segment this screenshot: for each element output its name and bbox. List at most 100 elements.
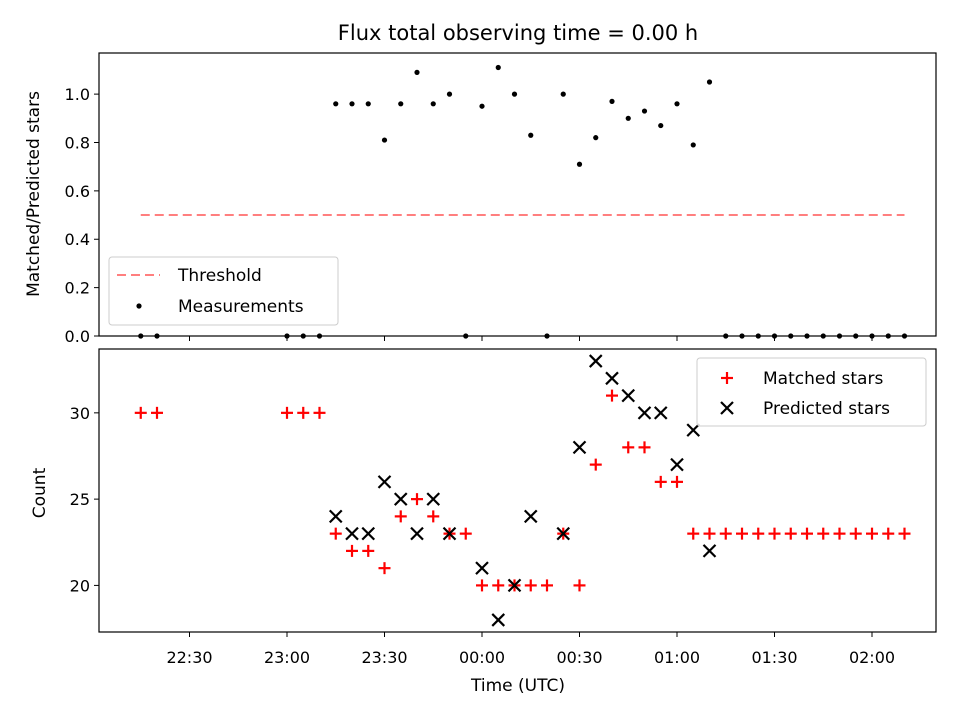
measurement-point <box>641 108 648 114</box>
measurement-point <box>349 101 355 107</box>
x-tick-label: 00:00 <box>459 648 505 667</box>
matched-star-point <box>427 510 440 523</box>
top-y-tick-label: 0.6 <box>65 182 90 201</box>
matched-star-point <box>394 510 407 523</box>
predicted-star-point <box>393 492 408 506</box>
predicted-star-point <box>670 457 684 472</box>
top-legend-box <box>108 256 339 326</box>
matched-star-point <box>606 389 618 402</box>
matched-star-point <box>654 475 667 488</box>
matched-star-point <box>362 544 375 557</box>
matched-star-point <box>719 527 732 540</box>
matched-star-point <box>134 406 147 419</box>
matched-star-point <box>524 579 537 592</box>
measurement-point <box>593 135 599 141</box>
predicted-star-point <box>653 406 668 420</box>
matched-star-point <box>687 527 700 540</box>
measurement-point <box>528 132 534 138</box>
predicted-star-point <box>637 406 652 420</box>
matched-star-point <box>833 527 846 540</box>
measurement-point <box>430 101 436 107</box>
matched-star-point <box>573 579 586 592</box>
measurement-point <box>414 69 420 75</box>
top-axes-frame <box>98 52 937 337</box>
matched-star-point <box>703 527 716 540</box>
x-tick-label: 00:30 <box>556 648 602 667</box>
matched-star-point <box>671 475 683 488</box>
predicted-star-point <box>475 561 489 575</box>
bottom-legend-box <box>696 357 927 427</box>
measurement-point <box>706 79 713 85</box>
legend-matched-swatch <box>721 372 733 384</box>
measurement-point <box>381 137 388 143</box>
x-tick-label: 23:30 <box>361 648 407 667</box>
predicted-star-point <box>426 492 441 506</box>
top-y-tick-label: 1.0 <box>65 85 90 104</box>
matched-star-point <box>411 493 423 506</box>
x-tick-label: 22:30 <box>166 648 212 667</box>
measurement-point <box>333 101 339 107</box>
matched-star-point <box>849 527 862 540</box>
legend-predicted-label: Predicted stars <box>763 399 890 419</box>
predicted-star-point <box>588 354 603 368</box>
matched-star-point <box>882 527 895 540</box>
predicted-star-point <box>686 423 701 437</box>
x-tick-label: 23:00 <box>264 648 310 667</box>
matched-star-point <box>151 406 163 419</box>
legend-predicted-swatch <box>720 401 734 415</box>
predicted-star-point <box>361 526 376 541</box>
top-y-tick-label: 0.0 <box>65 327 90 346</box>
predicted-star-point <box>572 440 587 455</box>
matched-star-point <box>281 406 293 419</box>
measurement-point <box>495 64 501 71</box>
matched-star-point <box>866 527 878 540</box>
matched-star-point <box>768 527 781 540</box>
matched-star-point <box>297 406 310 419</box>
measurement-point <box>560 91 566 97</box>
measurement-point <box>690 142 696 148</box>
bottom-y-tick-label: 20 <box>70 576 90 595</box>
legend-measurements-swatch <box>136 303 142 309</box>
matched-star-point <box>801 527 813 540</box>
predicted-star-point <box>377 475 392 489</box>
measurement-point <box>511 91 518 97</box>
matched-star-point <box>736 527 748 540</box>
measurement-point <box>609 98 615 104</box>
bottom-axes-frame <box>98 348 937 633</box>
bottom-y-tick-label: 30 <box>70 404 90 423</box>
matched-star-point <box>638 441 651 454</box>
matched-star-point <box>378 562 391 575</box>
matched-star-point <box>752 527 765 540</box>
legend-threshold-label: Threshold <box>177 266 262 286</box>
predicted-star-point <box>605 371 619 386</box>
predicted-star-point <box>507 578 522 593</box>
legend-matched-label: Matched stars <box>763 369 883 389</box>
predicted-star-point <box>442 526 457 541</box>
measurement-point <box>479 103 485 109</box>
legend-measurements-label: Measurements <box>178 297 304 317</box>
bottom-y-axis-label: Count <box>30 467 50 518</box>
x-axis-label: Time (UTC) <box>470 676 565 696</box>
matched-star-point <box>589 458 602 471</box>
measurement-point <box>398 101 404 107</box>
predicted-star-point <box>523 509 538 524</box>
matched-star-point <box>329 527 342 540</box>
bottom-y-tick-label: 25 <box>70 490 90 509</box>
top-y-tick-label: 0.4 <box>65 230 90 249</box>
bottom-legend: Matched stars Predicted stars <box>696 357 927 427</box>
matched-star-point <box>622 441 635 454</box>
measurement-point <box>658 122 664 129</box>
top-y-tick-label: 0.8 <box>65 133 90 152</box>
measurement-point <box>674 101 680 107</box>
predicted-star-point <box>556 526 571 541</box>
matched-star-point <box>459 527 472 540</box>
matched-star-point <box>898 527 911 540</box>
matched-star-point <box>817 527 830 540</box>
counts-panel: 20 25 30 22:30 23:00 23:30 00:00 00:30 01:00 01:… <box>30 348 937 696</box>
top-y-tick-label: 0.2 <box>65 279 90 298</box>
measurement-point <box>446 91 453 97</box>
matched-star-point <box>313 406 326 419</box>
matched-star-point <box>492 579 505 592</box>
matched-star-point <box>476 579 488 592</box>
